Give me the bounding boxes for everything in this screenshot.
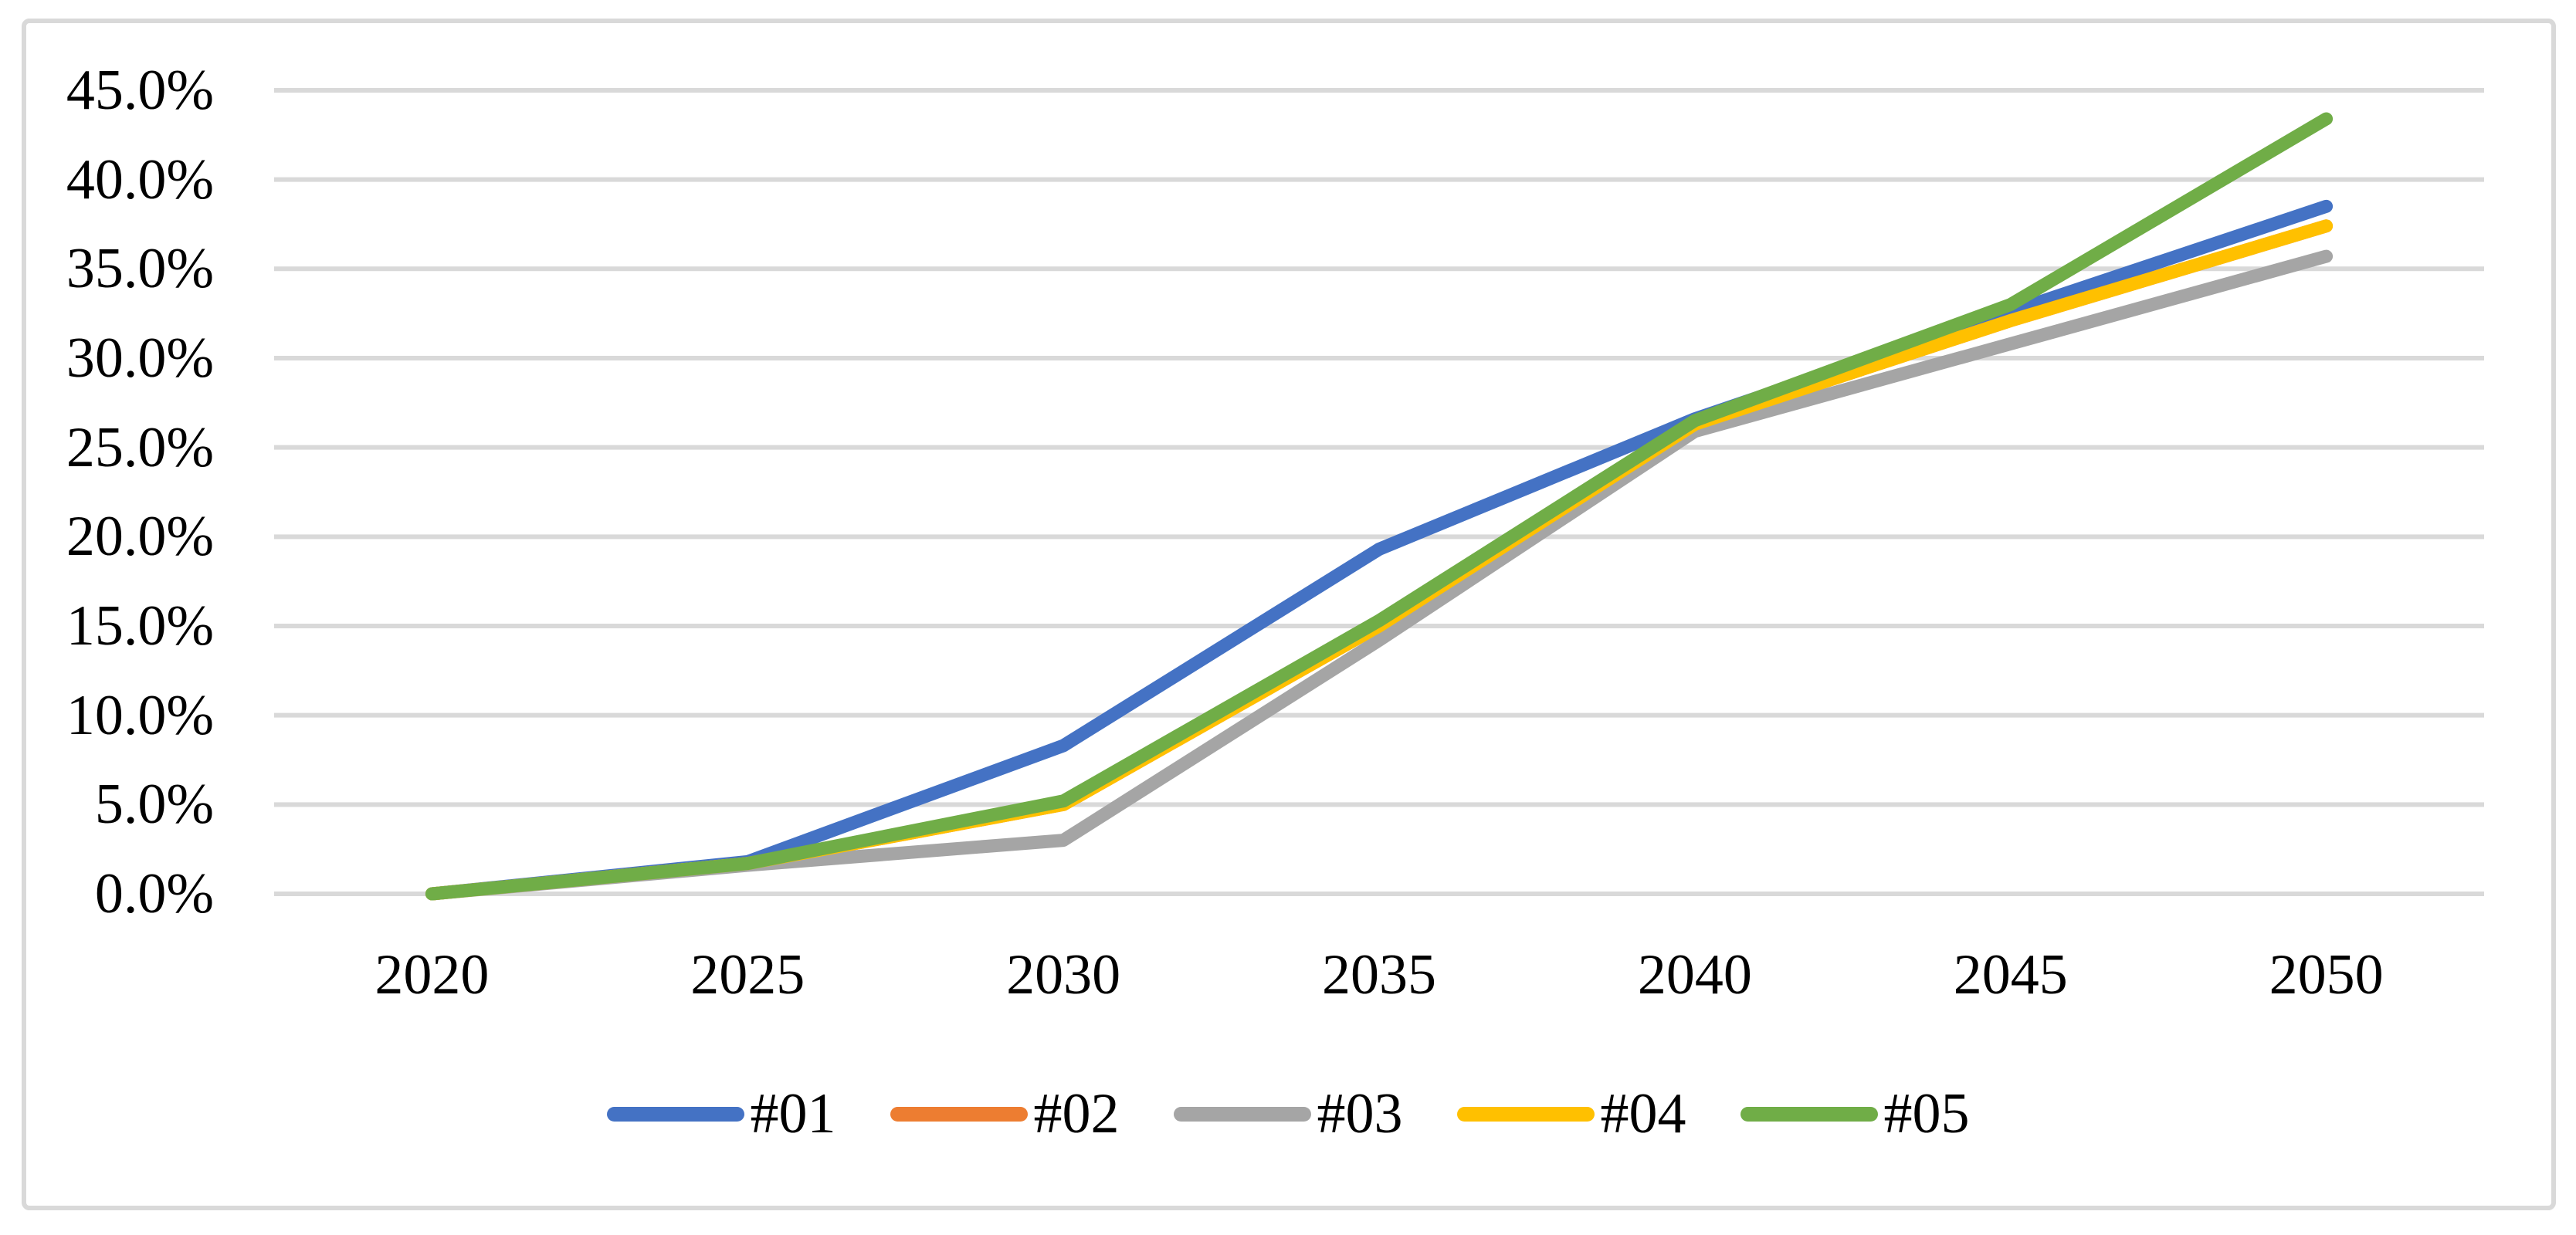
x-axis-tick-label-2025: 2025	[690, 943, 805, 1007]
x-axis-tick-label-2035: 2035	[1322, 943, 1436, 1007]
x-axis-tick-label-2030: 2030	[1006, 943, 1121, 1007]
legend-label-01: #01	[750, 1082, 836, 1145]
y-axis-tick-label-10.0%: 10.0%	[66, 683, 214, 747]
y-axis-tick-label-20.0%: 20.0%	[66, 505, 214, 569]
x-axis-tick-label-2020: 2020	[375, 943, 490, 1007]
y-axis-tick-label-45.0%: 45.0%	[66, 58, 214, 122]
chart-frame	[22, 19, 2556, 1210]
x-axis-tick-label-2040: 2040	[1637, 943, 1752, 1007]
series-line-03	[425, 249, 2334, 901]
legend-line-swatch-04	[1456, 1106, 1595, 1122]
legend-item-02: #02	[890, 1084, 1120, 1144]
y-axis-tick-label-35.0%: 35.0%	[66, 237, 214, 301]
y-axis-tick-label-30.0%: 30.0%	[66, 326, 214, 390]
legend-item-03: #03	[1173, 1082, 1403, 1145]
legend-item-04: #04	[1456, 1082, 1686, 1145]
legend-item-05: #05	[1740, 1084, 1970, 1144]
legend-label-04: #04	[1600, 1082, 1686, 1145]
legend-line-swatch-03	[1173, 1106, 1311, 1122]
legend-label-05: #05	[1883, 1082, 1970, 1145]
series-line-05	[425, 112, 2334, 901]
legend-item-01: #01	[606, 1082, 836, 1145]
legend: #01 #02 #03 #04 #05	[0, 1084, 2576, 1144]
x-axis-tick-label-2045: 2045	[1953, 943, 2068, 1007]
legend-line-swatch-01	[606, 1106, 744, 1122]
legend-label-02: #02	[1033, 1082, 1120, 1145]
series-line-02	[425, 219, 2334, 901]
y-axis-tick-label-5.0%: 5.0%	[94, 773, 214, 837]
legend-line-swatch-05	[1740, 1106, 1878, 1122]
y-axis-tick-label-25.0%: 25.0%	[66, 415, 214, 479]
x-axis-tick-label-2050: 2050	[2269, 943, 2384, 1007]
legend-line-swatch-02	[890, 1106, 1028, 1122]
y-axis-tick-label-15.0%: 15.0%	[66, 594, 214, 658]
legend-label-03: #03	[1317, 1082, 1403, 1145]
y-axis-tick-label-0.0%: 0.0%	[94, 862, 214, 925]
series-line-04	[425, 219, 2334, 901]
y-axis-tick-label-40.0%: 40.0%	[66, 147, 214, 211]
